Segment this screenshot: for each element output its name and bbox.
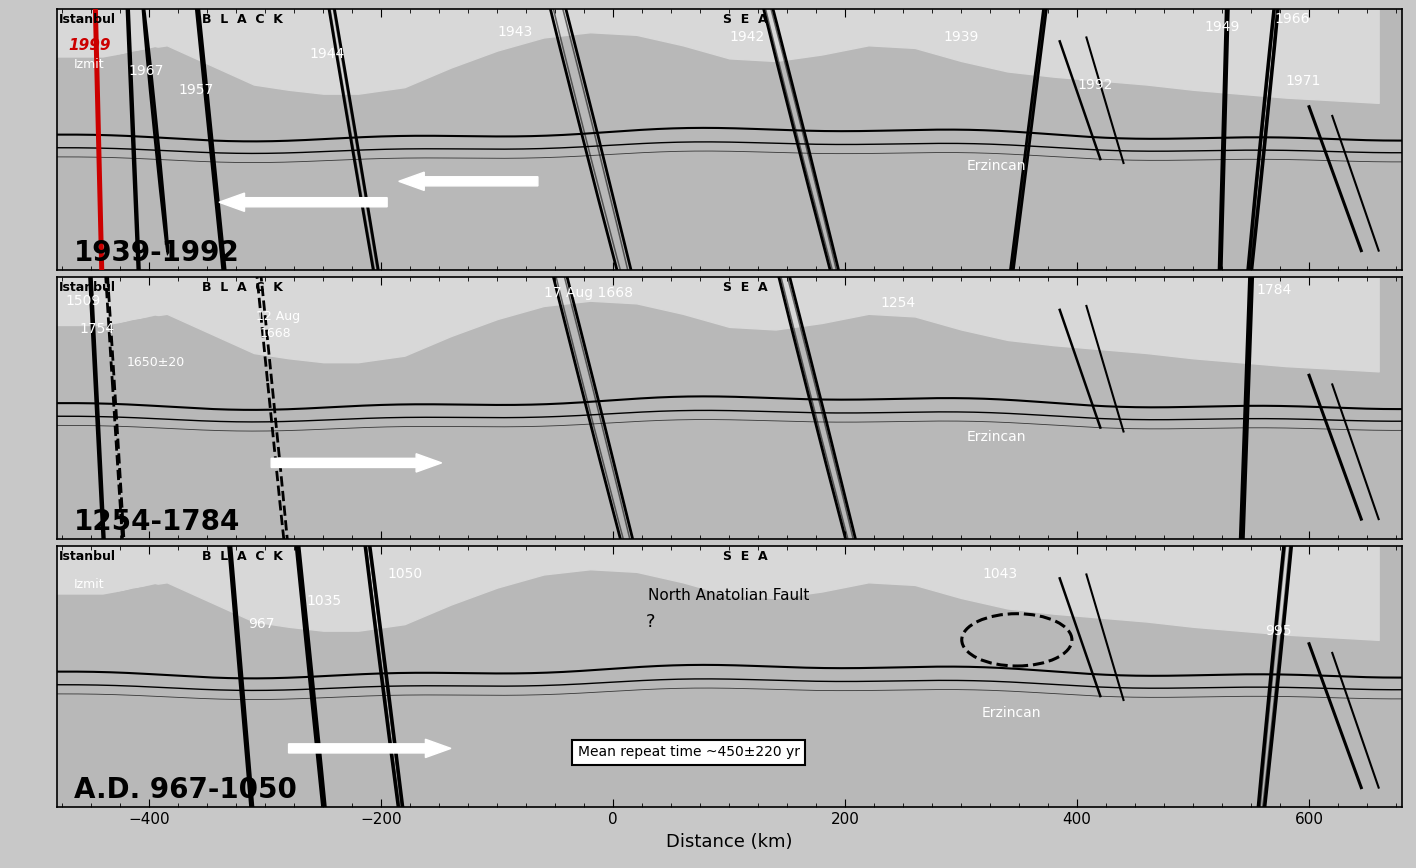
- Text: 1050: 1050: [387, 568, 422, 582]
- Text: 1939-1992: 1939-1992: [74, 240, 239, 267]
- Text: 967: 967: [248, 617, 275, 631]
- Text: 995: 995: [1264, 624, 1291, 638]
- Text: North Anatolian Fault: North Anatolian Fault: [649, 588, 810, 603]
- Text: 1254-1784: 1254-1784: [74, 508, 241, 536]
- Text: 12 Aug: 12 Aug: [256, 310, 300, 323]
- Text: Istanbul: Istanbul: [59, 549, 116, 562]
- Text: Istanbul: Istanbul: [59, 13, 116, 26]
- Text: 1992: 1992: [1078, 77, 1113, 91]
- Text: 1650±20: 1650±20: [126, 356, 184, 369]
- Text: Erzincan: Erzincan: [967, 159, 1027, 173]
- Text: Mean repeat time ~450±220 yr: Mean repeat time ~450±220 yr: [578, 746, 800, 760]
- Text: 1939: 1939: [944, 30, 978, 44]
- Text: A.D. 967-1050: A.D. 967-1050: [74, 776, 297, 805]
- Text: Izmit: Izmit: [74, 58, 105, 71]
- X-axis label: Distance (km): Distance (km): [666, 832, 793, 851]
- FancyArrow shape: [272, 454, 442, 472]
- Text: 1043: 1043: [983, 568, 1017, 582]
- Text: 1035: 1035: [306, 594, 341, 608]
- FancyArrow shape: [219, 193, 387, 212]
- FancyArrow shape: [399, 172, 538, 190]
- Text: S  E  A: S E A: [724, 13, 767, 26]
- Polygon shape: [57, 48, 210, 87]
- Text: 1754: 1754: [79, 323, 115, 337]
- Text: 1254: 1254: [879, 296, 915, 311]
- Text: 1942: 1942: [729, 30, 765, 44]
- Text: 1944: 1944: [310, 48, 344, 62]
- Text: Izmit: Izmit: [74, 578, 105, 591]
- Text: B  L  A  C  K: B L A C K: [201, 549, 282, 562]
- Text: 17 Aug 1668: 17 Aug 1668: [544, 286, 633, 299]
- Polygon shape: [57, 585, 210, 624]
- Text: 1966: 1966: [1274, 12, 1310, 26]
- FancyArrow shape: [289, 740, 450, 758]
- Polygon shape: [57, 317, 210, 356]
- Text: 1957: 1957: [178, 82, 214, 96]
- Text: 1949: 1949: [1205, 20, 1240, 34]
- Text: 1971: 1971: [1286, 74, 1321, 88]
- Text: B  L  A  C  K: B L A C K: [201, 13, 282, 26]
- Text: 1509: 1509: [67, 293, 101, 308]
- Text: S  E  A: S E A: [724, 281, 767, 294]
- Text: Erzincan: Erzincan: [983, 706, 1042, 720]
- Text: 1668: 1668: [259, 327, 292, 340]
- Text: 1999: 1999: [68, 38, 110, 53]
- Text: Erzincan: Erzincan: [967, 430, 1027, 444]
- Text: 1967: 1967: [129, 64, 164, 78]
- Text: 1784: 1784: [1257, 283, 1293, 297]
- Text: ?: ?: [646, 613, 656, 630]
- Text: Istanbul: Istanbul: [59, 281, 116, 294]
- Text: 1943: 1943: [497, 25, 532, 39]
- Text: B  L  A  C  K: B L A C K: [201, 281, 282, 294]
- Text: S  E  A: S E A: [724, 549, 767, 562]
